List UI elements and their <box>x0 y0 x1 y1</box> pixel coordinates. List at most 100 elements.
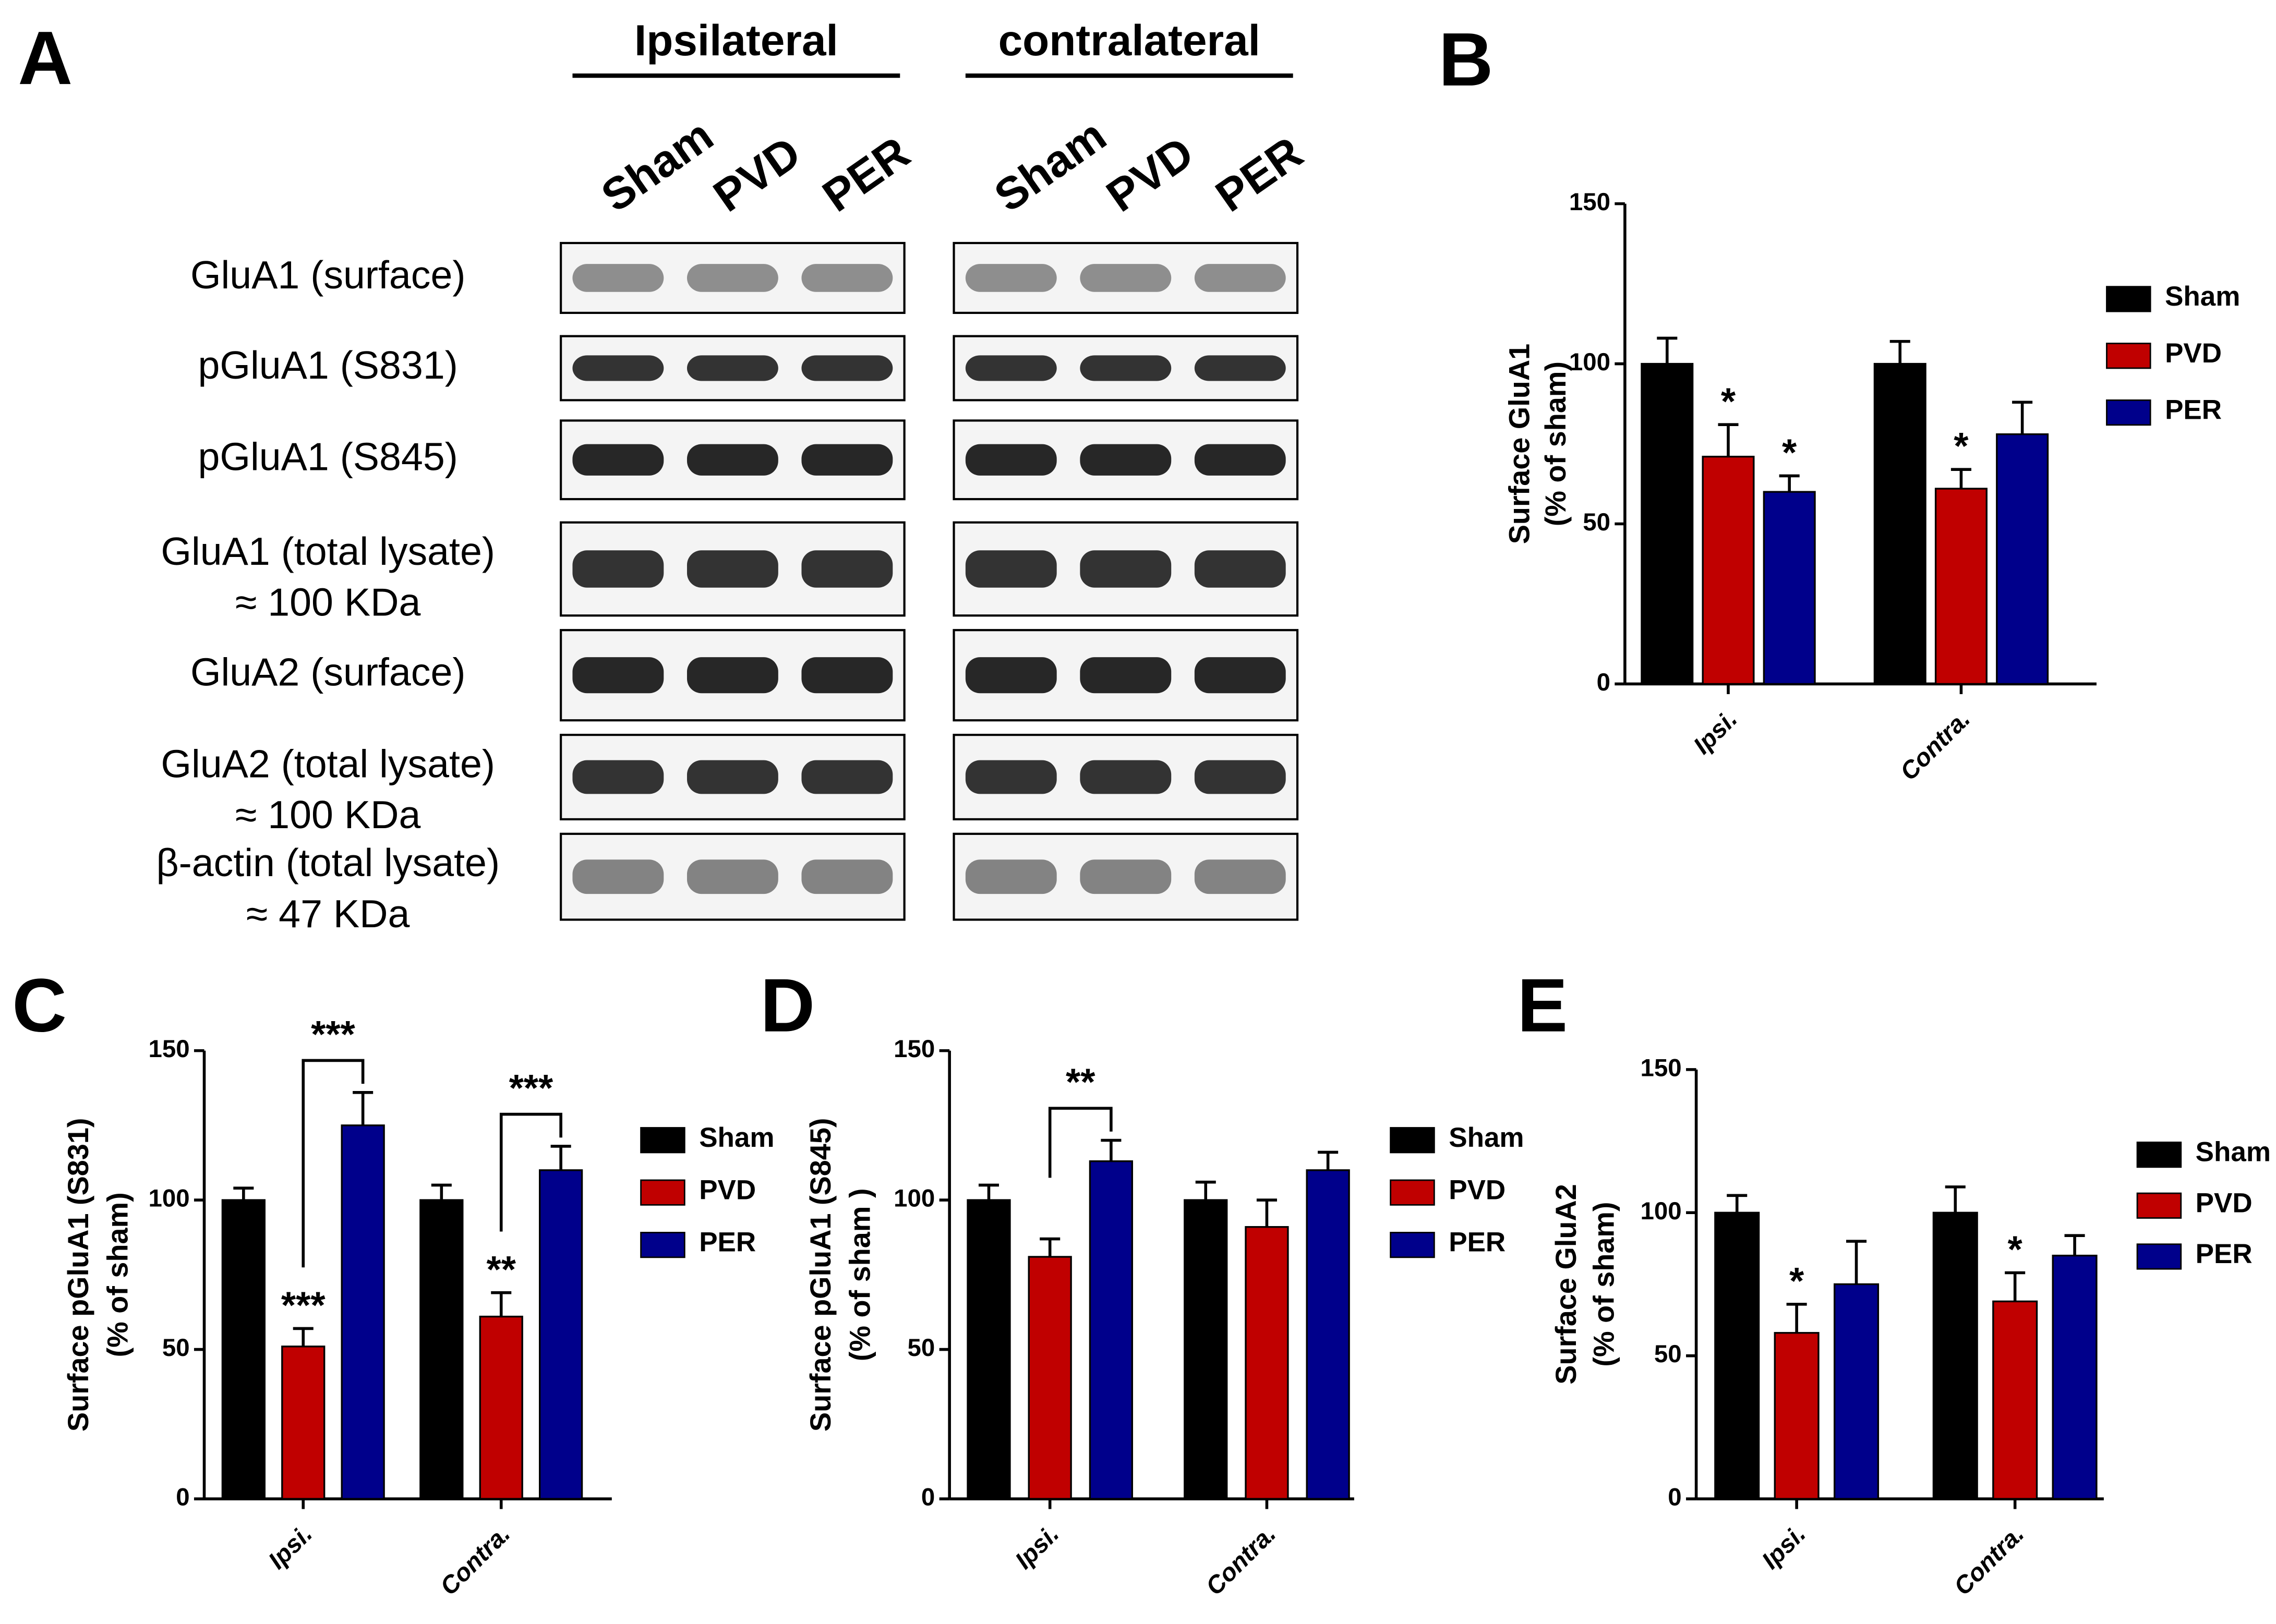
error-bar <box>1846 1240 1867 1284</box>
legend-swatch <box>2136 1142 2182 1168</box>
bar <box>1702 455 1755 685</box>
blot-band <box>1194 859 1286 894</box>
blot-band <box>1194 550 1286 588</box>
y-tick-label: 100 <box>1569 348 1610 376</box>
error-bar <box>353 1091 374 1125</box>
bar <box>221 1199 266 1500</box>
blot-band <box>1080 657 1172 694</box>
legend-label: Sham <box>2165 281 2240 312</box>
row-label: ≈ 100 KDa <box>235 580 421 624</box>
error-bar <box>2012 401 2033 434</box>
legend-label: PVD <box>2165 338 2222 369</box>
bar <box>1763 491 1816 685</box>
legend-label: PVD <box>699 1174 756 1205</box>
error-bar <box>550 1145 571 1170</box>
bar <box>1245 1226 1289 1500</box>
group-label: contralateral <box>998 16 1260 65</box>
row-label: GluA1 (total lysate) <box>161 529 495 573</box>
bracket <box>1048 1107 1113 1178</box>
blot-box <box>953 241 1299 314</box>
error-bar <box>491 1291 512 1317</box>
significance-label: * <box>2008 1229 2023 1271</box>
legend-swatch <box>2136 1192 2182 1219</box>
y-tick-label: 150 <box>894 1035 935 1063</box>
row-label: GluA2 (total lysate) <box>161 742 495 785</box>
blot-band <box>687 550 778 588</box>
blot-band <box>572 355 664 381</box>
bar <box>341 1124 385 1500</box>
legend-label: PER <box>699 1227 756 1258</box>
blot-band <box>572 264 664 292</box>
bar <box>1641 362 1694 685</box>
bracket-label: *** <box>311 1013 355 1056</box>
bar <box>281 1346 326 1500</box>
error-bar <box>233 1186 254 1201</box>
legend-swatch <box>1390 1232 1435 1258</box>
legend-swatch <box>2106 286 2151 312</box>
panel-letter: B <box>1439 17 1494 102</box>
error-bar <box>1040 1237 1061 1257</box>
error-bar <box>1786 1303 1807 1333</box>
blot-band <box>687 355 778 381</box>
row-label: ≈ 47 KDa <box>246 892 410 936</box>
blot-band <box>965 859 1057 894</box>
y-tick-label: 0 <box>921 1484 935 1511</box>
blot-band <box>965 657 1057 694</box>
group-label: Ipsilateral <box>634 16 838 65</box>
legend-swatch <box>640 1179 685 1206</box>
bracket-label: ** <box>1066 1061 1095 1104</box>
blot-band <box>801 264 893 292</box>
y-tick-label: 100 <box>894 1185 935 1213</box>
bar <box>1089 1160 1134 1500</box>
bracket <box>499 1112 562 1232</box>
error-bar <box>978 1183 999 1201</box>
y-tick-label: 0 <box>176 1484 189 1511</box>
y-tick-label: 100 <box>148 1185 189 1213</box>
y-axis-label: Surface GluA2 <box>1549 1184 1582 1385</box>
error-bar <box>1950 468 1971 489</box>
blot-band <box>1080 264 1172 292</box>
error-bar <box>1727 1194 1748 1213</box>
bar <box>1996 433 2049 685</box>
blot-band <box>1080 760 1172 794</box>
y-tick-label: 50 <box>908 1334 935 1362</box>
significance-label: * <box>1782 432 1797 474</box>
legend-label: PER <box>1449 1227 1506 1258</box>
y-tick-label: 0 <box>1668 1484 1681 1511</box>
bracket-label: *** <box>509 1067 553 1109</box>
row-label: GluA1 (surface) <box>190 253 465 297</box>
blot-band <box>572 444 664 476</box>
panel-letter: E <box>1517 963 1568 1048</box>
y-tick-label: 0 <box>1597 669 1610 696</box>
row-label: ≈ 100 KDa <box>235 793 421 837</box>
blot-band <box>965 355 1057 381</box>
blot-band <box>1194 264 1286 292</box>
y-tick-label: 150 <box>1569 188 1610 216</box>
blot-band <box>1194 444 1286 476</box>
bar <box>1992 1300 2038 1500</box>
legend-swatch <box>1390 1127 1435 1154</box>
row-label: pGluA1 (S845) <box>198 435 458 479</box>
significance-label: * <box>1789 1260 1804 1302</box>
legend-label: PER <box>2165 395 2222 426</box>
bar <box>539 1169 583 1500</box>
y-axis-label: Surface pGluA1 (S831) <box>62 1118 94 1432</box>
blot-band <box>687 264 778 292</box>
bar <box>1184 1199 1228 1500</box>
blot-band <box>1194 657 1286 694</box>
blot-box <box>560 241 906 314</box>
legend-label: PVD <box>2196 1187 2253 1218</box>
row-label: pGluA1 (S831) <box>198 343 458 387</box>
bar <box>1932 1211 1978 1500</box>
bar <box>1934 488 1988 685</box>
panel-letter: C <box>12 963 67 1048</box>
y-tick-label: 150 <box>148 1035 189 1063</box>
y-axis-label: (% of sham) <box>1587 1202 1620 1366</box>
error-bar <box>1945 1185 1966 1213</box>
y-axis-label: (% of sham) <box>101 1192 134 1357</box>
bar <box>2052 1254 2098 1500</box>
blot-band <box>965 550 1057 588</box>
bar <box>419 1199 464 1500</box>
blot-band <box>801 859 893 894</box>
error-bar <box>1779 474 1800 492</box>
